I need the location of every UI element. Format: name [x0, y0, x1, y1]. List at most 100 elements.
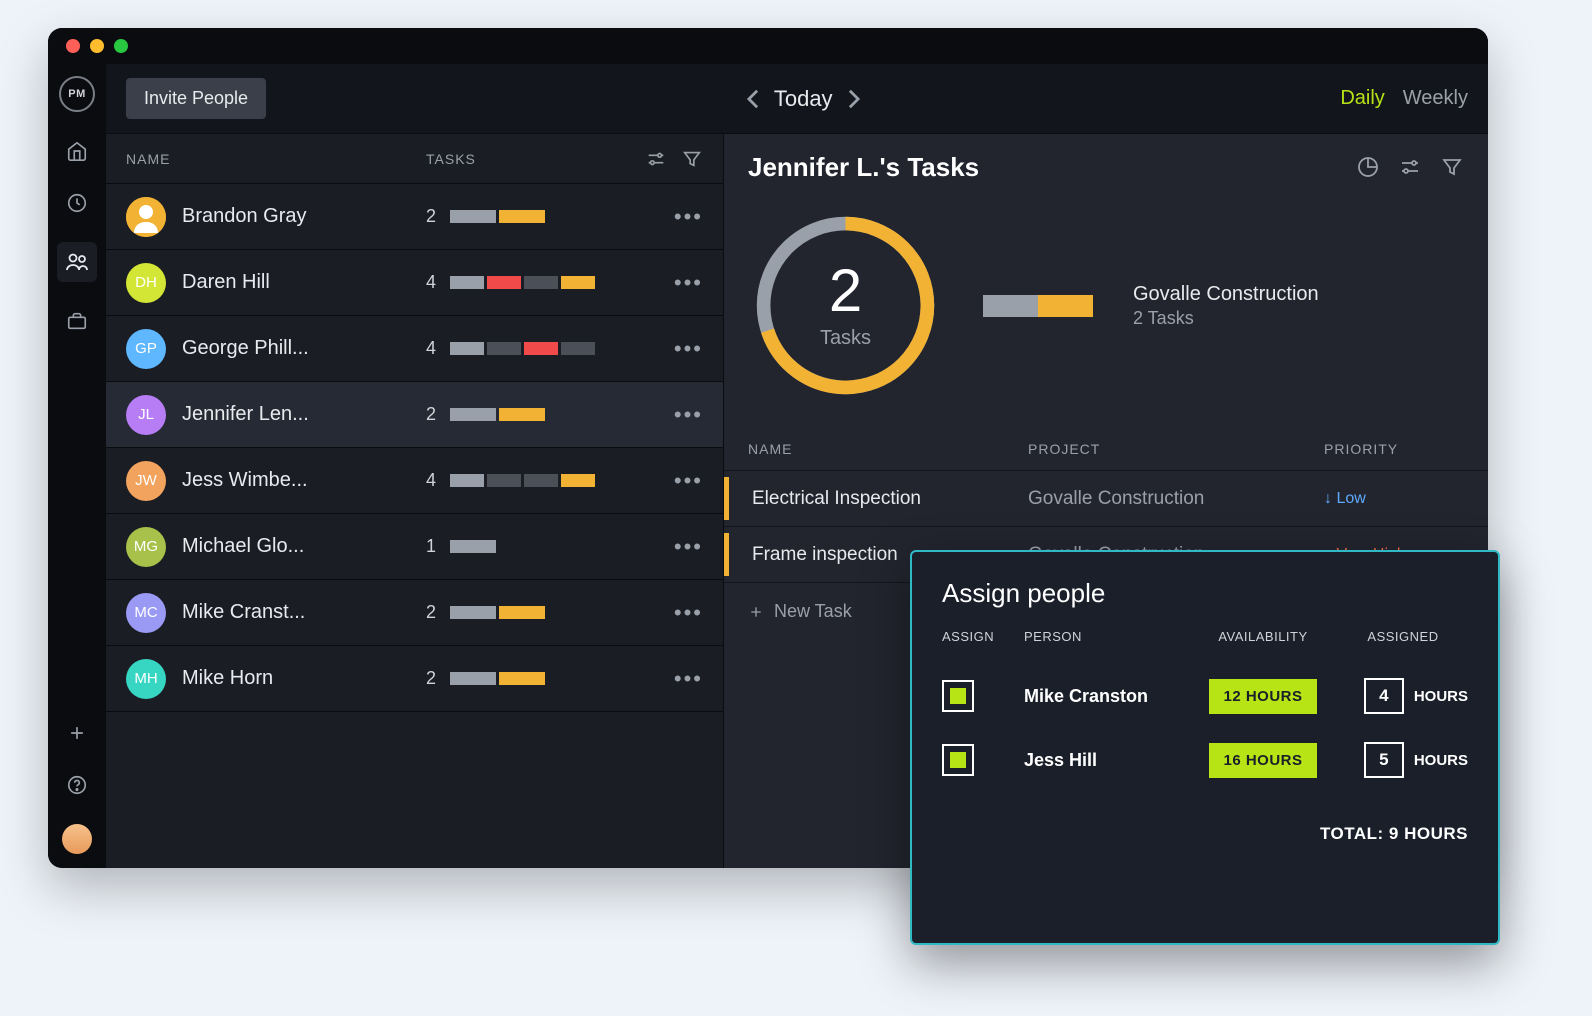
- avatar: DH: [126, 263, 166, 303]
- person-row[interactable]: JW Jess Wimbe...4 •••: [106, 448, 723, 514]
- home-icon[interactable]: [64, 138, 90, 164]
- maximize-icon[interactable]: [114, 39, 128, 53]
- prev-icon[interactable]: [746, 88, 760, 110]
- task-project: Govalle Construction: [1028, 488, 1324, 510]
- task-ring: 2 Tasks: [748, 208, 943, 403]
- people-list-header: NAME TASKS: [106, 134, 723, 184]
- person-name: Brandon Gray: [182, 205, 426, 228]
- sidebar: PM: [48, 64, 106, 868]
- user-avatar[interactable]: [62, 824, 92, 854]
- assign-header: ASSIGN PERSON AVAILABILITY ASSIGNED: [942, 629, 1468, 644]
- topbar: Invite People Today Daily Weekly: [106, 64, 1488, 134]
- more-icon[interactable]: •••: [674, 336, 703, 362]
- more-icon[interactable]: •••: [674, 666, 703, 692]
- person-name: Mike Horn: [182, 667, 426, 690]
- people-icon[interactable]: [57, 242, 97, 282]
- assign-checkbox[interactable]: [942, 680, 974, 712]
- task-count: 2: [426, 602, 450, 623]
- task-list-header: NAME PROJECT PRIORITY: [724, 427, 1488, 471]
- project-sub: 2 Tasks: [1133, 308, 1319, 329]
- avatar: MC: [126, 593, 166, 633]
- person-name: Jess Wimbe...: [182, 469, 426, 492]
- task-count: 2: [426, 206, 450, 227]
- person-row[interactable]: MGMichael Glo...1•••: [106, 514, 723, 580]
- person-name: Mike Cranst...: [182, 601, 426, 624]
- filter-icon[interactable]: [681, 148, 703, 170]
- assign-checkbox[interactable]: [942, 744, 974, 776]
- sliders-icon[interactable]: [1398, 155, 1422, 179]
- detail-title: Jennifer L.'s Tasks: [748, 152, 979, 183]
- logo[interactable]: PM: [59, 76, 95, 112]
- avatar: [126, 197, 166, 237]
- task-count: 2: [426, 404, 450, 425]
- date-nav: Today: [266, 86, 1340, 112]
- assign-person: Jess Hill: [1024, 750, 1188, 771]
- assigned-input[interactable]: 5: [1364, 742, 1404, 778]
- view-toggle: Daily Weekly: [1340, 87, 1468, 110]
- minimize-icon[interactable]: [90, 39, 104, 53]
- header-name: NAME: [126, 151, 426, 167]
- filter-icon[interactable]: [1440, 155, 1464, 179]
- avatar: JL: [126, 395, 166, 435]
- avatar: MH: [126, 659, 166, 699]
- assign-person: Mike Cranston: [1024, 686, 1188, 707]
- more-icon[interactable]: •••: [674, 402, 703, 428]
- task-priority: ↓ Low: [1324, 490, 1464, 508]
- person-row[interactable]: GPGeorge Phill...4•••: [106, 316, 723, 382]
- availability-badge: 12 HOURS: [1209, 679, 1316, 714]
- invite-people-button[interactable]: Invite People: [126, 78, 266, 119]
- ring-label: Tasks: [820, 327, 871, 350]
- person-name: Michael Glo...: [182, 535, 426, 558]
- task-bar: [450, 276, 660, 289]
- next-icon[interactable]: [847, 88, 861, 110]
- titlebar: [48, 28, 1488, 64]
- person-row[interactable]: MH Mike Horn2 •••: [106, 646, 723, 712]
- task-bar: [450, 408, 660, 421]
- tab-daily[interactable]: Daily: [1340, 87, 1384, 110]
- more-icon[interactable]: •••: [674, 270, 703, 296]
- sliders-icon[interactable]: [645, 148, 667, 170]
- task-bar: [450, 210, 660, 223]
- task-count: 4: [426, 272, 450, 293]
- task-bar: [450, 342, 660, 355]
- task-bar: [450, 474, 660, 487]
- more-icon[interactable]: •••: [674, 600, 703, 626]
- task-count: 2: [426, 668, 450, 689]
- person-row[interactable]: MC Mike Cranst...2 •••: [106, 580, 723, 646]
- person-row[interactable]: JL Jennifer Len...2 •••: [106, 382, 723, 448]
- assign-row: Jess Hill16 HOURS5HOURS: [942, 728, 1468, 792]
- task-bar: [450, 672, 660, 685]
- person-name: Jennifer Len...: [182, 403, 426, 426]
- tab-weekly[interactable]: Weekly: [1403, 87, 1468, 110]
- ring-count: 2: [829, 261, 862, 321]
- project-name: Govalle Construction: [1133, 283, 1319, 306]
- person-name: Daren Hill: [182, 271, 426, 294]
- more-icon[interactable]: •••: [674, 534, 703, 560]
- assign-row: Mike Cranston12 HOURS4HOURS: [942, 664, 1468, 728]
- person-row[interactable]: DH Daren Hill4 •••: [106, 250, 723, 316]
- task-name: Electrical Inspection: [748, 488, 1028, 510]
- more-icon[interactable]: •••: [674, 204, 703, 230]
- avatar: JW: [126, 461, 166, 501]
- chart-icon[interactable]: [1356, 155, 1380, 179]
- task-row[interactable]: Electrical InspectionGovalle Constructio…: [724, 471, 1488, 527]
- task-bar: [450, 606, 660, 619]
- header-tasks: TASKS: [426, 151, 645, 167]
- avatar: MG: [126, 527, 166, 567]
- project-bar: [983, 295, 1093, 317]
- avatar: GP: [126, 329, 166, 369]
- task-count: 4: [426, 338, 450, 359]
- today-label: Today: [774, 86, 833, 112]
- briefcase-icon[interactable]: [64, 308, 90, 334]
- plus-icon[interactable]: [64, 720, 90, 746]
- task-count: 4: [426, 470, 450, 491]
- assign-total: TOTAL: 9 HOURS: [942, 824, 1468, 844]
- close-icon[interactable]: [66, 39, 80, 53]
- more-icon[interactable]: •••: [674, 468, 703, 494]
- task-bar: [450, 540, 660, 553]
- clock-icon[interactable]: [64, 190, 90, 216]
- availability-badge: 16 HOURS: [1209, 743, 1316, 778]
- help-icon[interactable]: [64, 772, 90, 798]
- person-row[interactable]: Brandon Gray2 •••: [106, 184, 723, 250]
- assigned-input[interactable]: 4: [1364, 678, 1404, 714]
